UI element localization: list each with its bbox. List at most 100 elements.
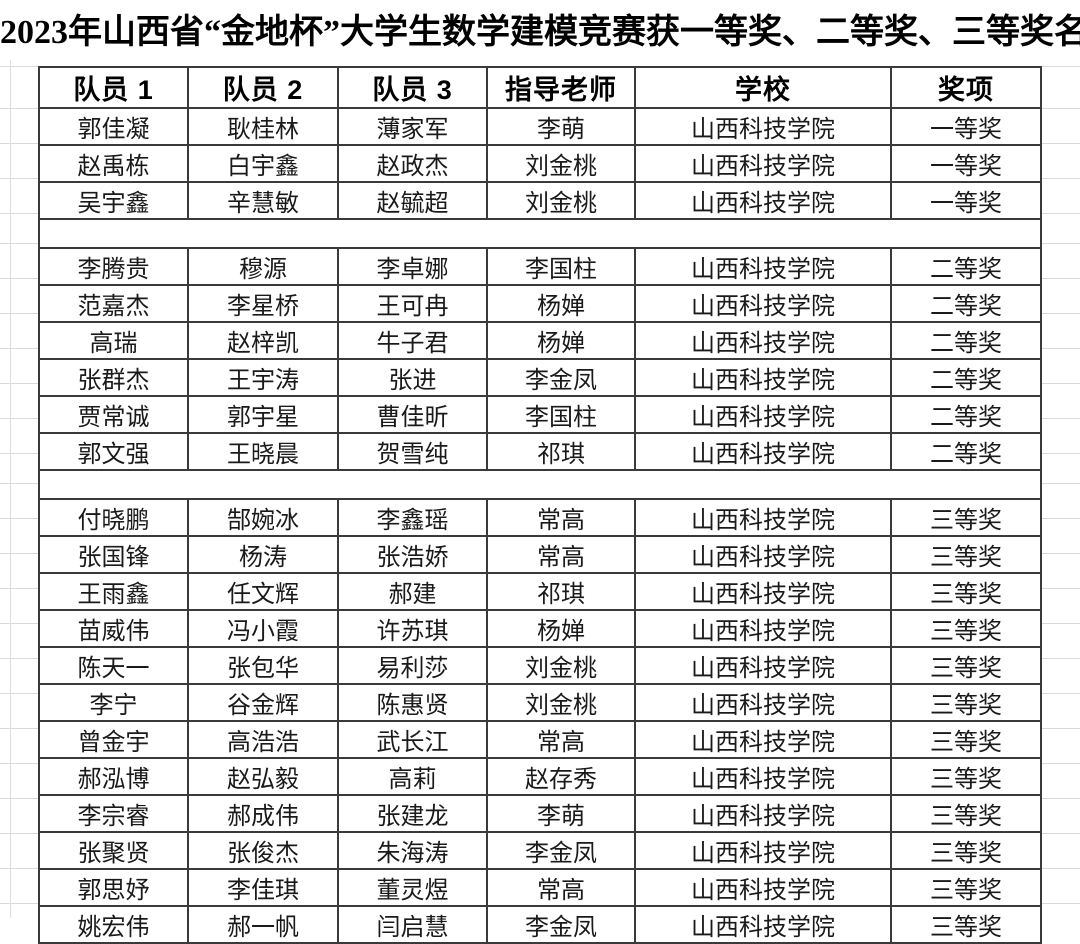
table-row: 郭佳凝 耿桂林 薄家军 李萌 山西科技学院 一等奖 — [38, 107, 1042, 146]
separator-cell — [38, 469, 1042, 500]
cell-award: 三等奖 — [890, 498, 1042, 537]
cell-school: 山西科技学院 — [634, 395, 892, 434]
header-row: 队员 1 队员 2 队员 3 指导老师 学校 奖项 — [38, 66, 1042, 109]
cell-member-1: 郭思妤 — [38, 868, 189, 907]
cell-member-2: 赵梓凯 — [187, 321, 339, 360]
cell-member-1: 吴宇鑫 — [38, 181, 189, 220]
cell-member-3: 闫启慧 — [337, 905, 488, 944]
cell-award: 三等奖 — [890, 535, 1042, 574]
cell-member-2: 张包华 — [187, 646, 339, 685]
cell-member-1: 姚宏伟 — [38, 905, 189, 944]
separator-row — [38, 469, 1042, 500]
margin-gridline — [1041, 383, 1080, 384]
column-header-member-3: 队员 3 — [337, 66, 488, 109]
margin-gridline — [1041, 213, 1080, 214]
margin-gridline — [0, 313, 38, 314]
table-row: 苗威伟 冯小霞 许苏琪 杨婵 山西科技学院 三等奖 — [38, 609, 1042, 648]
cell-member-2: 王晓晨 — [187, 432, 339, 471]
separator-cell — [38, 218, 1042, 249]
cell-award: 二等奖 — [890, 432, 1042, 471]
margin-gridline — [1041, 693, 1080, 694]
cell-advisor: 李国柱 — [486, 395, 636, 434]
cell-school: 山西科技学院 — [634, 683, 892, 722]
margin-gridline — [1041, 868, 1080, 869]
cell-advisor: 李萌 — [486, 794, 636, 833]
cell-school: 山西科技学院 — [634, 107, 892, 146]
table-row: 赵禹栋 白宇鑫 赵政杰 刘金桃 山西科技学院 一等奖 — [38, 144, 1042, 183]
cell-school: 山西科技学院 — [634, 831, 892, 870]
cell-school: 山西科技学院 — [634, 358, 892, 397]
cell-advisor: 常高 — [486, 535, 636, 574]
cell-school: 山西科技学院 — [634, 144, 892, 183]
cell-member-1: 郭佳凝 — [38, 107, 189, 146]
cell-member-3: 张建龙 — [337, 794, 488, 833]
cell-advisor: 李金凤 — [486, 831, 636, 870]
cell-member-2: 冯小霞 — [187, 609, 339, 648]
margin-gridline — [1041, 658, 1080, 659]
cell-member-1: 李宁 — [38, 683, 189, 722]
margin-gridline — [1041, 66, 1080, 67]
margin-gridline — [1041, 833, 1080, 834]
margin-gridline — [0, 383, 38, 384]
margin-gridline — [1041, 348, 1080, 349]
margin-gridline — [0, 798, 38, 799]
cell-member-2: 王宇涛 — [187, 358, 339, 397]
cell-award: 一等奖 — [890, 107, 1042, 146]
margin-gridline — [0, 213, 38, 214]
cell-member-1: 高瑞 — [38, 321, 189, 360]
cell-advisor: 杨婵 — [486, 321, 636, 360]
cell-advisor: 李金凤 — [486, 905, 636, 944]
cell-member-3: 董灵煜 — [337, 868, 488, 907]
margin-gridline — [1041, 143, 1080, 144]
table-row: 郭文强 王晓晨 贺雪纯 祁琪 山西科技学院 二等奖 — [38, 432, 1042, 471]
table-row: 李宁 谷金辉 陈惠贤 刘金桃 山西科技学院 三等奖 — [38, 683, 1042, 722]
page-title: 2023年山西省“金地杯”大学生数学建模竞赛获一等奖、二等奖、三等奖名单 — [0, 14, 1080, 51]
cell-member-3: 赵毓超 — [337, 181, 488, 220]
margin-gridline — [1041, 313, 1080, 314]
cell-member-1: 郝泓博 — [38, 757, 189, 796]
cell-member-2: 高浩浩 — [187, 720, 339, 759]
margin-gridline — [0, 833, 38, 834]
cell-award: 三等奖 — [890, 683, 1042, 722]
cell-school: 山西科技学院 — [634, 757, 892, 796]
margin-gridline — [1041, 518, 1080, 519]
cell-member-1: 贾常诚 — [38, 395, 189, 434]
cell-member-2: 李佳琪 — [187, 868, 339, 907]
table-row: 郝泓博 赵弘毅 高莉 赵存秀 山西科技学院 三等奖 — [38, 757, 1042, 796]
cell-member-2: 杨涛 — [187, 535, 339, 574]
cell-member-3: 武长江 — [337, 720, 488, 759]
cell-member-3: 高莉 — [337, 757, 488, 796]
table-row: 范嘉杰 李星桥 王可冉 杨婵 山西科技学院 二等奖 — [38, 284, 1042, 323]
margin-gridline — [1041, 243, 1080, 244]
cell-advisor: 刘金桃 — [486, 144, 636, 183]
cell-advisor: 祁琪 — [486, 432, 636, 471]
margin-gridline — [0, 623, 38, 624]
cell-member-1: 苗威伟 — [38, 609, 189, 648]
cell-advisor: 赵存秀 — [486, 757, 636, 796]
cell-school: 山西科技学院 — [634, 868, 892, 907]
margin-gridline — [1041, 588, 1080, 589]
cell-school: 山西科技学院 — [634, 181, 892, 220]
cell-member-3: 许苏琪 — [337, 609, 488, 648]
table-header: 队员 1 队员 2 队员 3 指导老师 学校 奖项 — [38, 66, 1042, 109]
cell-member-1: 张聚贤 — [38, 831, 189, 870]
cell-member-2: 辛慧敏 — [187, 181, 339, 220]
margin-gridline — [0, 66, 38, 67]
table-row: 王雨鑫 任文辉 郝建 祁琪 山西科技学院 三等奖 — [38, 572, 1042, 611]
cell-member-2: 郭宇星 — [187, 395, 339, 434]
margin-gridline-vertical — [10, 60, 11, 918]
margin-gridline — [0, 278, 38, 279]
cell-advisor: 杨婵 — [486, 609, 636, 648]
cell-member-1: 李腾贵 — [38, 247, 189, 286]
column-header-member-2: 队员 2 — [187, 66, 339, 109]
cell-award: 三等奖 — [890, 609, 1042, 648]
margin-gridline — [0, 763, 38, 764]
column-header-award: 奖项 — [890, 66, 1042, 109]
cell-school: 山西科技学院 — [634, 609, 892, 648]
cell-school: 山西科技学院 — [634, 720, 892, 759]
margin-gridline — [1041, 483, 1080, 484]
cell-advisor: 刘金桃 — [486, 683, 636, 722]
cell-award: 一等奖 — [890, 144, 1042, 183]
margin-gridline — [0, 418, 38, 419]
cell-member-2: 白宇鑫 — [187, 144, 339, 183]
